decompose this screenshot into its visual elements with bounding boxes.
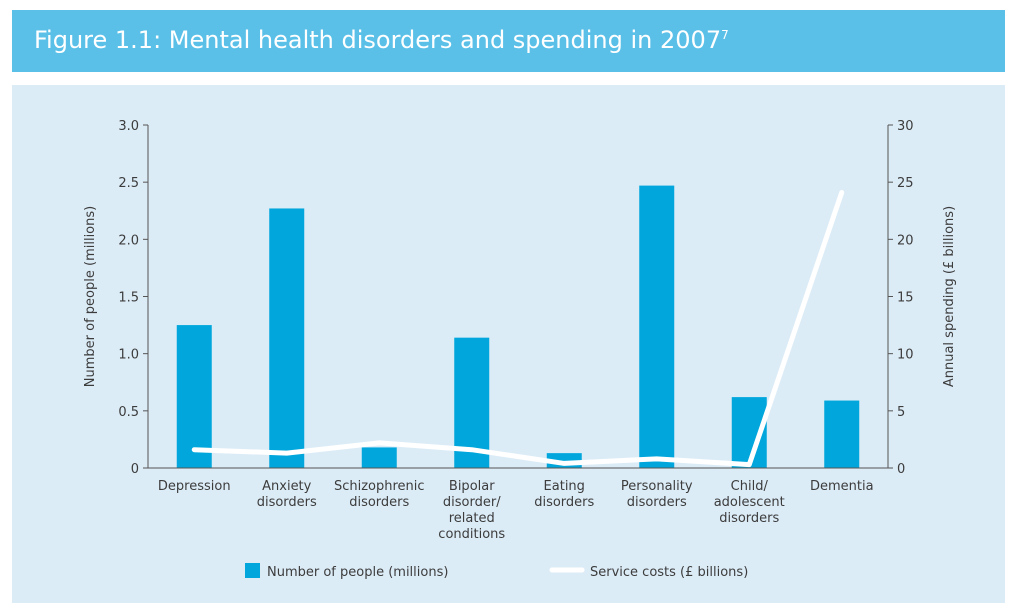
category-label-line: Schizophrenic [334,479,425,494]
right-tick-label: 10 [897,348,914,363]
category-label-line: Child/ [731,479,769,494]
y-axis-title: Number of people (millions) [83,206,98,387]
bar [176,325,212,468]
category-label-line: disorders [349,495,409,510]
figure-title-text: Figure 1.1: Mental health disorders and … [34,26,722,54]
bar [454,337,490,468]
axes-layer [143,124,893,469]
right-tick-label: 20 [897,233,914,248]
chart: 0 0.5 1.0 1.5 2.0 2.5 3.0 0 5 10 15 20 25 30 Number of… [83,119,957,580]
category-label-line: Dementia [810,479,874,494]
legend-line-label: Service costs (£ billions) [590,565,748,580]
right-tick-label: 25 [897,176,914,191]
category-label-line: adolescent [714,495,785,510]
right-tick-label: 0 [897,462,905,477]
category-label-line: disorders [627,495,687,510]
left-tick-label: 0 [131,462,139,477]
category-label: Depression [158,479,231,494]
category-label-line: Personality [621,479,693,494]
right-tick-label: 15 [897,291,914,306]
left-tick-label: 0.5 [118,405,139,420]
left-tick-label: 2.5 [118,176,139,191]
legend: Number of people (millions) Service costs… [245,563,748,580]
category-label-line: disorders [719,511,779,526]
bar [269,208,305,469]
category-label-line: related [449,511,495,526]
left-tick-label: 1.0 [118,348,139,363]
category-label-line: conditions [438,527,505,542]
category-label: Schizophrenic disorders [334,479,425,510]
legend-bar-swatch [245,563,260,578]
bar [361,447,397,468]
category-label-line: disorder/ [443,495,501,510]
category-label-line: Bipolar [449,479,495,494]
category-label-line: Anxiety [262,479,312,494]
service-cost-line [191,189,845,468]
category-label-line: disorders [257,495,317,510]
left-tick-label: 3.0 [118,119,139,134]
left-tick-label: 1.5 [118,291,139,306]
category-label: Eating disorders [534,479,594,510]
right-tick-label: 30 [897,119,914,134]
figure-title-footnote: 7 [721,28,729,42]
left-tick-label: 2.0 [118,233,139,248]
legend-bar-label: Number of people (millions) [267,565,448,580]
category-label: Bipolar disorder/related conditions [438,479,505,542]
right-tick-label: 5 [897,405,905,420]
line-layer [191,189,845,468]
category-label-line: disorders [534,495,594,510]
labels-layer: 0 0.5 1.0 1.5 2.0 2.5 3.0 0 5 10 15 20 25 30 Number of… [83,119,957,542]
y2-axis-title: Annual spending (£ billions) [942,206,957,387]
bars-layer [176,185,860,469]
category-label-line: Depression [158,479,231,494]
category-label-line: Eating [544,479,585,494]
bar [824,400,860,468]
figure-title: Figure 1.1: Mental health disorders and … [34,25,729,55]
category-label: Child/adolescent disorders [714,479,785,526]
category-label: Anxiety disorders [257,479,317,510]
figure-title-bar: Figure 1.1: Mental health disorders and … [12,10,1005,72]
chart-panel: 0 0.5 1.0 1.5 2.0 2.5 3.0 0 5 10 15 20 25 30 Number of… [12,85,1005,603]
bar [639,185,675,468]
category-label: Personality disorders [621,479,693,510]
category-label: Dementia [810,479,874,494]
